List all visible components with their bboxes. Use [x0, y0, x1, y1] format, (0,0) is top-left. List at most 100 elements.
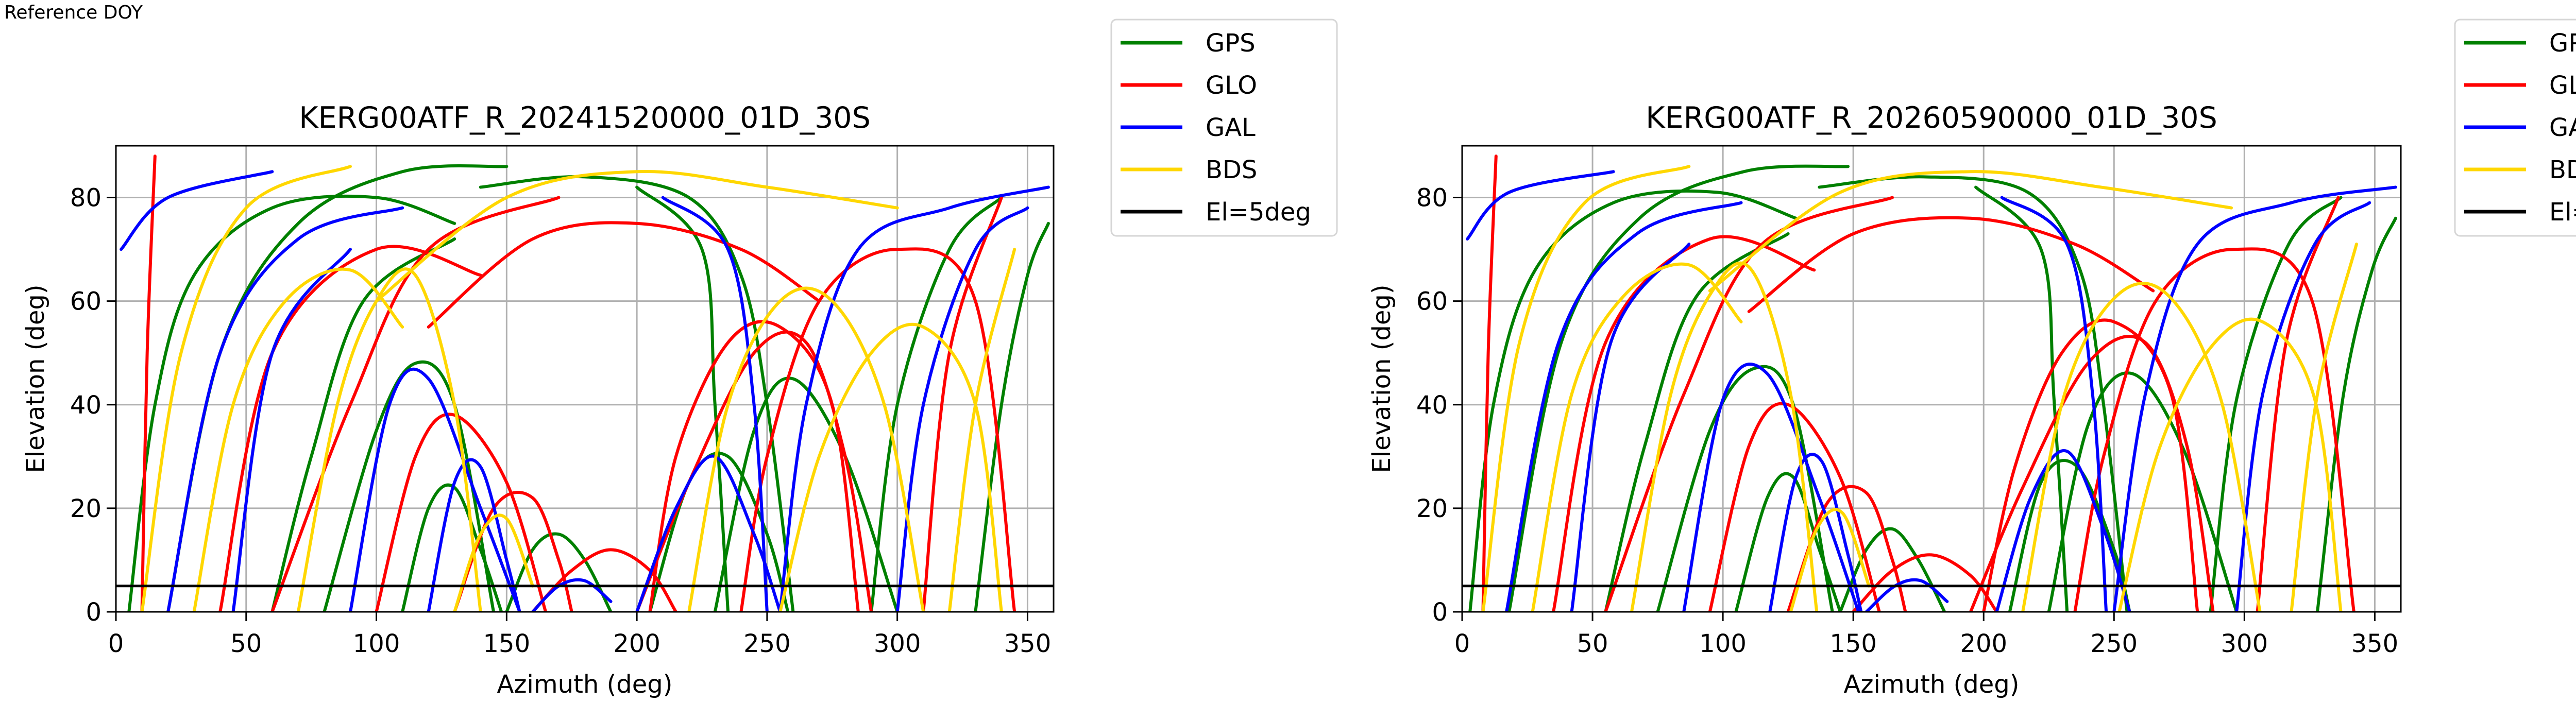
track-gps [1974, 185, 2069, 612]
track-gal [2112, 185, 2397, 612]
track-bds [296, 267, 482, 612]
chart-title: KERG00ATF_R_20241520000_01D_30S [299, 101, 871, 135]
track-gal [1466, 170, 1615, 241]
y-axis-label: Elevation (deg) [1367, 284, 1396, 473]
track-bds [140, 165, 352, 612]
track-gps [401, 483, 503, 612]
legend-label: El=5deg [2549, 198, 2576, 227]
track-gal [1865, 578, 1949, 612]
y-tick-label: 20 [1416, 494, 1448, 523]
x-tick-label: 50 [230, 629, 262, 658]
track-glo [1982, 318, 2199, 612]
legend-label: GLO [2549, 71, 2576, 100]
track-glo [140, 155, 157, 612]
legend-label: GAL [1206, 113, 1256, 142]
track-glo [1747, 216, 2155, 313]
x-tick-label: 200 [613, 629, 660, 658]
track-gps [270, 237, 456, 612]
track-gal [120, 170, 274, 251]
chart-1: 0 50 100 150 200 250 300 350 0 20 40 60 80 KERG00ATF_… [21, 19, 1338, 699]
x-tick-label: 250 [2090, 629, 2138, 658]
tracks [120, 155, 1050, 612]
track-gps [1468, 189, 1798, 612]
axes-frame [1461, 145, 2402, 613]
legend-label: El=5deg [1206, 198, 1311, 227]
x-tick-label: 100 [1699, 629, 1747, 658]
track-gps [2209, 196, 2343, 612]
track-bds [375, 169, 899, 303]
track-gps [1656, 365, 1834, 612]
y-tick-label: 80 [70, 184, 101, 213]
track-bds [1531, 262, 1743, 612]
track-gal [427, 458, 521, 612]
track-glo [375, 413, 548, 612]
track-gps [635, 185, 730, 612]
track-gps [323, 360, 496, 612]
x-tick-label: 0 [1454, 629, 1470, 658]
track-gps [1604, 232, 1790, 612]
x-tick-label: 50 [1577, 629, 1608, 658]
x-tick-label: 200 [1960, 629, 2007, 658]
y-tick-label: 80 [1416, 184, 1448, 213]
track-bds [2290, 243, 2358, 612]
y-axis-label: Elevation (deg) [21, 284, 50, 473]
track-gal [1682, 363, 1860, 612]
track-glo [1969, 335, 2215, 612]
track-bds [778, 322, 1003, 612]
y-tick-label: 60 [70, 287, 101, 316]
x-tick-label: 300 [874, 629, 921, 658]
chart-2: 0 50 100 150 200 250 300 350 0 20 40 60 80 KERG00ATF_… [1367, 19, 2576, 699]
track-glo [1604, 196, 1894, 612]
legend-label: BDS [1206, 156, 1257, 184]
track-bds [1481, 165, 1691, 612]
x-tick-label: 0 [108, 629, 124, 658]
track-gps [648, 452, 790, 612]
axes-frame [115, 145, 1055, 613]
track-gal [1768, 453, 1863, 612]
legend-label: GPS [1206, 29, 1256, 58]
y-tick-label: 60 [1416, 287, 1448, 316]
track-glo [1481, 155, 1498, 612]
tracks [1466, 155, 2397, 612]
track-gps [2316, 216, 2397, 612]
track-gal [1505, 201, 1743, 612]
x-tick-label: 350 [2351, 629, 2399, 658]
track-gal [2000, 196, 2108, 612]
y-tick-label: 0 [86, 598, 101, 627]
legend: GPS GLO GAL BDS El=5deg [1110, 19, 1338, 237]
track-bds [1789, 508, 1871, 612]
x-tick-label: 300 [2221, 629, 2268, 658]
track-bds [2021, 282, 2262, 612]
track-glo [270, 196, 561, 612]
legend-box [1110, 19, 1338, 237]
track-bds [687, 286, 925, 612]
reference-doy-label: Reference DOY [4, 2, 143, 23]
track-gps [1838, 527, 1946, 612]
track-bds [1630, 261, 1819, 612]
track-glo [739, 247, 1016, 612]
track-glo [648, 320, 860, 612]
track-gps [870, 196, 1003, 612]
track-gps [1818, 175, 2129, 612]
track-gal [778, 185, 1050, 612]
track-gps [2047, 371, 2239, 612]
track-glo [1708, 402, 1881, 612]
track-bds [2117, 317, 2343, 612]
track-gps [505, 532, 613, 612]
track-gps [1734, 472, 1842, 612]
legend: GPS GLO GAL BDS El=5deg [2454, 19, 2576, 237]
y-tick-label: 40 [70, 391, 101, 420]
track-bds [1708, 170, 2233, 293]
legend-label: GLO [1206, 71, 1257, 100]
track-gal [1995, 449, 2131, 612]
track-gps [713, 376, 899, 612]
track-bds [192, 267, 404, 612]
y-tick-label: 0 [1432, 598, 1448, 627]
track-gal [166, 206, 404, 612]
x-axis-label: Azimuth (deg) [1844, 670, 2020, 699]
track-gal [2235, 201, 2371, 612]
chart-title: KERG00ATF_R_20260590000_01D_30S [1646, 101, 2217, 135]
track-bds [947, 248, 1016, 612]
x-tick-label: 150 [483, 629, 531, 658]
legend-label: BDS [2549, 156, 2576, 184]
